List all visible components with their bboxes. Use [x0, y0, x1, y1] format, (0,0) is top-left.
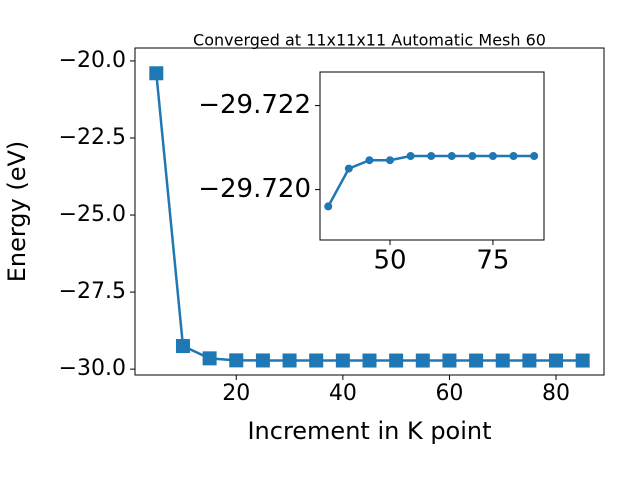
data-marker [522, 353, 537, 368]
x-tick-label: 60 [435, 381, 463, 406]
chart-title: Converged at 11x11x11 Automatic Mesh 60 [193, 31, 546, 50]
data-marker [495, 353, 510, 368]
data-marker [175, 339, 190, 354]
x-tick-label: 50 [373, 246, 406, 276]
data-marker [447, 152, 456, 160]
data-marker [427, 152, 436, 160]
y-tick-label: −22.5 [59, 125, 126, 150]
data-marker [255, 353, 270, 368]
data-marker [309, 353, 324, 368]
y-tick-label: −20.0 [59, 48, 126, 73]
data-marker [575, 353, 590, 368]
x-tick-label: 75 [476, 246, 509, 276]
data-marker [406, 152, 415, 160]
data-marker [344, 164, 353, 173]
data-marker [365, 156, 374, 165]
x-tick-label: 80 [542, 381, 570, 406]
data-marker [488, 152, 497, 160]
x-tick-label: 40 [329, 381, 357, 406]
data-marker [549, 353, 564, 368]
data-marker [530, 152, 539, 160]
data-marker [389, 353, 404, 368]
data-marker [468, 152, 477, 160]
data-marker [509, 152, 518, 160]
y-tick-label: −29.720 [198, 174, 311, 204]
data-marker [469, 353, 484, 368]
data-marker [335, 353, 350, 368]
y-tick-label: −25.0 [59, 202, 126, 227]
x-axis-label: Increment in K point [247, 417, 491, 445]
y-axis-label: Energy (eV) [3, 141, 31, 283]
data-marker [202, 351, 217, 366]
data-marker [149, 66, 164, 81]
data-marker [386, 156, 394, 165]
data-marker [442, 353, 457, 368]
data-marker [415, 353, 430, 368]
data-marker [229, 353, 244, 368]
data-marker [362, 353, 377, 368]
y-tick-label: −30.0 [59, 356, 126, 381]
data-marker [282, 353, 297, 368]
y-tick-label: −29.722 [198, 90, 311, 120]
data-marker [324, 202, 333, 211]
x-tick-label: 20 [222, 381, 250, 406]
y-tick-label: −27.5 [59, 279, 126, 304]
